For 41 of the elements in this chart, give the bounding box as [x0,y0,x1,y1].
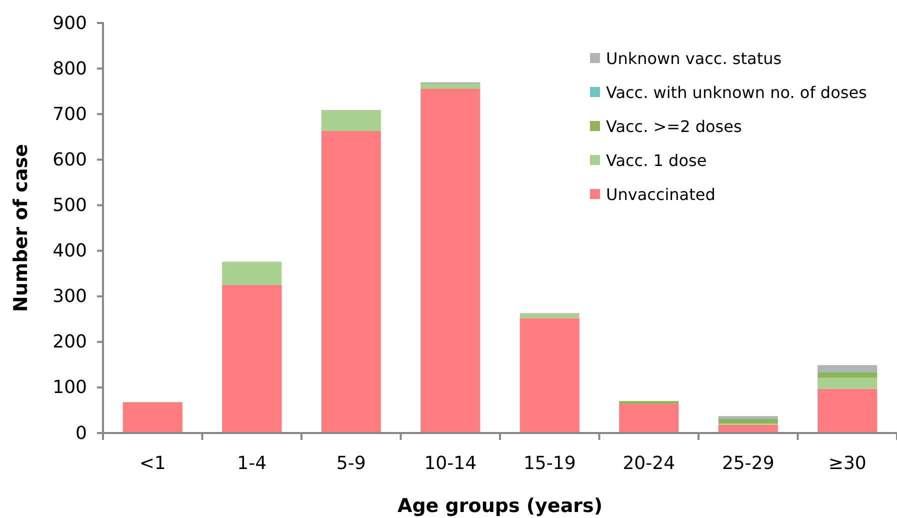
bar [520,318,580,433]
legend-label: Vacc. 1 dose [606,151,707,170]
bar [718,418,778,424]
bar [122,402,182,433]
y-tick-label: 300 [52,286,87,308]
x-tick-label: ≥30 [828,453,866,474]
bar [420,84,480,89]
legend-label: Vacc. >=2 doses [606,117,742,136]
x-tick-label: 1-4 [237,453,267,474]
bar [222,284,282,433]
y-tick-label: 500 [52,194,87,216]
bar [619,404,679,433]
bar [818,378,878,389]
bar [420,88,480,433]
y-tick-label: 100 [52,377,87,398]
legend-label: Unknown vacc. status [606,49,782,68]
bar [321,130,381,433]
y-tick-label: 900 [52,12,87,34]
x-tick-label: 15-19 [523,453,576,474]
x-tick-label: <1 [139,453,166,474]
x-tick-label: 20-24 [622,453,676,474]
y-tick-label: 600 [52,149,87,170]
x-tick-label: 25-29 [722,453,774,474]
y-tick-label: 0 [76,422,87,444]
bar [321,110,381,131]
x-tick-label: 5-9 [336,453,366,474]
y-tick-label: 200 [52,332,87,353]
x-axis-title: Age groups (years) [397,495,603,517]
y-tick-label: 800 [52,58,87,80]
bar [818,372,878,378]
y-axis-title: Number of case [10,144,32,312]
bar [222,262,282,285]
y-tick-label: 400 [52,240,87,262]
x-tick-label: 10-14 [424,453,477,474]
bar [818,388,878,433]
bar [520,314,580,318]
y-tick-label: 700 [52,104,87,125]
legend-label: Vacc. with unknown no. of doses [606,83,867,102]
bar [818,365,878,372]
bar [619,401,679,404]
legend-label: Unvaccinated [606,185,716,204]
